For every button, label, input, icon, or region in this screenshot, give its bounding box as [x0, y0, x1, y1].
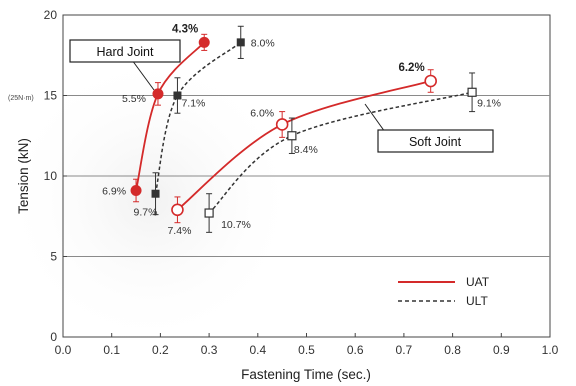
y-tick-label-4: 20 — [44, 8, 58, 22]
y-axis-sublabel: (25N·m) — [8, 95, 34, 102]
data-label-ult-hard-joint-1: 7.1% — [181, 98, 205, 110]
data-label-uat-hard-joint-2: 4.3% — [172, 23, 198, 35]
point-uat-soft-joint-1 — [275, 118, 289, 131]
x-tick-label-1: 0.1 — [103, 343, 120, 357]
x-tick-label-8: 0.8 — [444, 343, 461, 357]
data-label-uat-soft-joint-0: 7.4% — [167, 225, 191, 237]
soft-joint-box — [377, 129, 494, 153]
x-tick-label-9: 0.9 — [493, 343, 510, 357]
x-ticks: 0.0 0.1 0.2 0.3 0.4 0.5 0.6 0.7 0.8 0.9 1.0 — [55, 333, 559, 357]
point-ult-soft-joint-1 — [287, 131, 297, 141]
hard-joint-box — [69, 39, 181, 63]
x-tick-label-5: 0.5 — [298, 343, 315, 357]
legend-label-uat: UAT — [466, 275, 490, 289]
point-uat-soft-joint-2 — [424, 74, 437, 88]
soft-joint-label: Soft Joint — [409, 135, 462, 149]
x-tick-label-6: 0.6 — [347, 343, 364, 357]
point-ult-hard-joint-0 — [151, 189, 160, 198]
point-uat-hard-joint-2 — [198, 36, 210, 48]
point-uat-hard-joint-0 — [130, 184, 142, 196]
data-label-ult-hard-joint-2: 8.0% — [251, 37, 275, 49]
x-tick-label-3: 0.3 — [201, 343, 218, 357]
hard-joint-label: Hard Joint — [97, 45, 154, 59]
y-axis-label: Tension (kN) — [16, 138, 31, 214]
y-ticks: 0 5 10 15 20 — [44, 8, 67, 344]
point-ult-soft-joint-0 — [204, 208, 214, 218]
point-ult-hard-joint-1 — [173, 91, 182, 100]
error-bars — [133, 25, 476, 233]
y-tick-label-2: 10 — [44, 169, 58, 183]
data-label-uat-soft-joint-2: 6.2% — [398, 62, 424, 74]
data-label-uat-soft-joint-1: 6.0% — [250, 107, 274, 119]
point-uat-soft-joint-0 — [171, 203, 184, 217]
data-markers — [130, 36, 477, 218]
soft-joint-callout: Soft Joint — [364, 103, 494, 153]
y-tick-label-1: 5 — [50, 250, 57, 264]
legend-label-ult: ULT — [466, 294, 488, 308]
x-tick-label-0: 0.0 — [55, 343, 72, 357]
y-tick-label-3: 15 — [44, 89, 58, 103]
hard-joint-callout: Hard Joint — [69, 39, 181, 91]
data-label-uat-hard-joint-1: 5.5% — [122, 93, 146, 105]
x-tick-label-10: 1.0 — [542, 343, 559, 357]
line-ult-soft-joint — [208, 91, 473, 214]
data-labels: 6.9% 5.5% 4.3% 7.4% 6.0% 6.2% 9.7% 7.1% 8.0% 10.7… — [102, 23, 501, 236]
x-tick-label-7: 0.7 — [396, 343, 413, 357]
data-label-ult-soft-joint-0: 10.7% — [221, 219, 251, 231]
soft-joint-leader — [364, 103, 386, 133]
point-ult-soft-joint-2 — [467, 87, 477, 97]
legend: UAT ULT — [398, 275, 490, 308]
line-ult-hard-joint — [154, 41, 242, 194]
data-label-uat-hard-joint-0: 6.9% — [102, 185, 126, 197]
data-label-ult-soft-joint-2: 9.1% — [477, 97, 501, 109]
x-tick-label-4: 0.4 — [249, 343, 266, 357]
x-axis-label: Fastening Time (sec.) — [241, 367, 371, 382]
x-tick-label-2: 0.2 — [152, 343, 169, 357]
point-uat-hard-joint-1 — [152, 88, 164, 100]
data-label-ult-hard-joint-0: 9.7% — [134, 207, 158, 219]
watermark — [0, 50, 300, 350]
hard-joint-leader — [131, 59, 155, 91]
point-ult-hard-joint-2 — [236, 38, 245, 47]
y-tick-label-0: 0 — [50, 330, 57, 344]
data-label-ult-soft-joint-1: 8.4% — [294, 144, 318, 156]
